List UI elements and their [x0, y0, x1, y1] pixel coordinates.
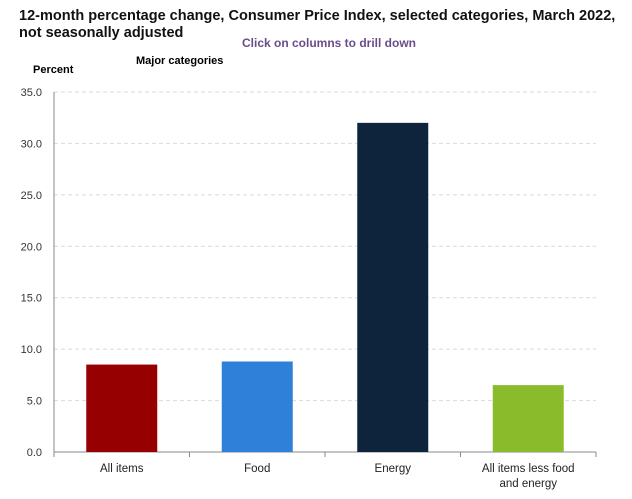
- y-tick-label: 30.0: [21, 138, 42, 150]
- x-tick-label: Energy: [375, 463, 412, 475]
- x-tick-label: Food: [244, 463, 270, 475]
- bar[interactable]: [221, 361, 293, 452]
- y-tick-label: 5.0: [27, 396, 42, 408]
- bar[interactable]: [357, 122, 429, 452]
- x-tick-label: All items less food and energy: [482, 463, 575, 490]
- drilldown-level-label: Major categories: [136, 55, 224, 67]
- y-tick-label: 0.0: [27, 447, 42, 459]
- drilldown-hint[interactable]: Click on columns to drill down: [242, 36, 417, 50]
- y-tick-label: 35.0: [21, 87, 42, 99]
- y-tick-label: 25.0: [21, 190, 42, 202]
- bar[interactable]: [492, 385, 564, 452]
- y-axis-label: Percent: [33, 64, 74, 76]
- bar[interactable]: [86, 364, 158, 452]
- y-tick-label: 10.0: [21, 344, 42, 356]
- x-tick-label: All items: [100, 463, 144, 475]
- chart-title: 12-month percentage change, Consumer Pri…: [19, 8, 616, 41]
- y-tick-label: 15.0: [21, 293, 42, 305]
- y-tick-label: 20.0: [21, 241, 42, 253]
